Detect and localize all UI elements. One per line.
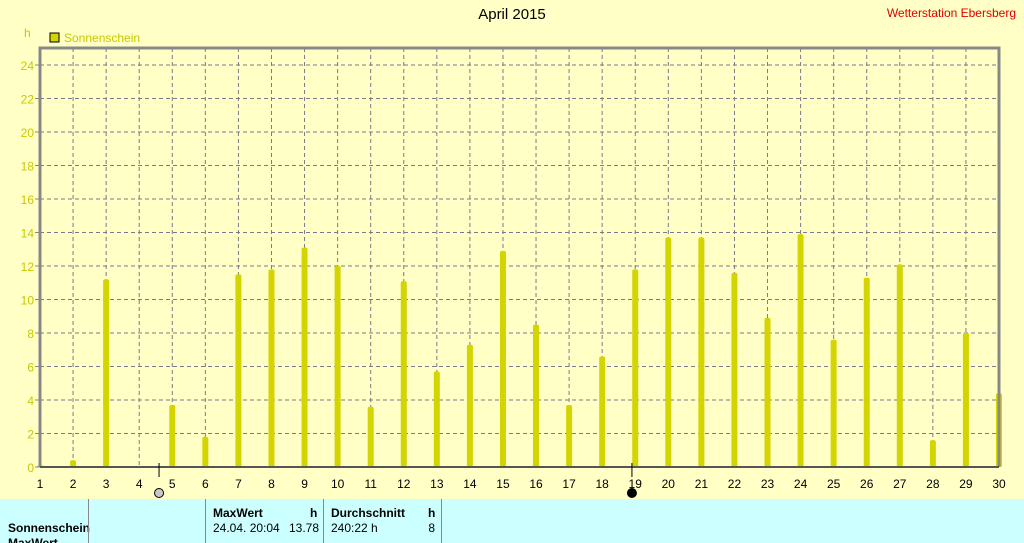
bar-day-19: [632, 269, 639, 467]
plot-frame: [38, 46, 1001, 467]
avg-header: Durchschnitt: [331, 506, 406, 520]
x-tick-label: 8: [268, 477, 275, 491]
bar-day-23: [764, 317, 771, 467]
x-tick-label: 28: [926, 477, 940, 491]
y-tick-label: 2: [27, 428, 34, 442]
y-tick-label: 14: [21, 227, 35, 241]
x-tick-label: 14: [463, 477, 477, 491]
x-tick-label: 11: [364, 477, 377, 491]
y-tick-label: 0: [27, 461, 34, 475]
bar-day-28: [929, 440, 936, 467]
x-tick-label: 27: [893, 477, 907, 491]
avg-value: 8: [428, 521, 435, 535]
x-tick-label: 7: [235, 477, 242, 491]
legend-label: Sonnenschein: [64, 31, 140, 45]
bar-day-16: [533, 324, 540, 467]
bar-day-20: [665, 237, 672, 467]
row-label: Sonnenschein: [8, 521, 91, 535]
bar-day-2: [70, 460, 77, 467]
x-tick-label: 1: [37, 477, 44, 491]
x-tick-label: 20: [662, 477, 676, 491]
new-moon-icon: [626, 488, 637, 498]
y-tick-label: 8: [27, 327, 34, 341]
x-tick-label: 4: [136, 477, 143, 491]
y-tick-label: 20: [21, 126, 35, 140]
bar-day-15: [499, 250, 506, 467]
bar-day-26: [863, 277, 870, 467]
x-tick-label: 6: [202, 477, 209, 491]
x-tick-label: 25: [827, 477, 841, 491]
x-tick-label: 10: [331, 477, 345, 491]
bar-day-11: [367, 406, 374, 467]
bar-day-18: [599, 356, 606, 467]
y-tick-label: 10: [21, 294, 35, 308]
x-tick-label: 24: [794, 477, 808, 491]
bar-day-12: [400, 281, 407, 467]
x-tick-label: 9: [301, 477, 308, 491]
bar-day-24: [797, 234, 804, 467]
x-tick-label: 2: [70, 477, 77, 491]
bar-day-14: [466, 344, 473, 467]
bar-day-27: [896, 264, 903, 467]
x-tick-label: 12: [397, 477, 411, 491]
bar-day-10: [334, 266, 341, 467]
bar-day-8: [268, 269, 275, 467]
x-tick-label: 29: [959, 477, 973, 491]
bar-day-25: [830, 339, 837, 467]
x-tick-label: 18: [595, 477, 609, 491]
bar-day-22: [731, 272, 738, 467]
x-tick-label: 3: [103, 477, 110, 491]
bar-day-5: [169, 405, 176, 467]
x-tick-label: 13: [430, 477, 444, 491]
bar-day-21: [698, 237, 705, 467]
chart-title: April 2015: [478, 6, 546, 23]
x-tick-label: 19: [629, 477, 643, 491]
max-header: MaxWert: [213, 506, 263, 520]
max-unit: h: [310, 506, 318, 520]
bar-day-17: [566, 405, 573, 467]
x-tick-label: 15: [496, 477, 510, 491]
y-tick-label: 4: [27, 394, 34, 408]
avg-total: 240:22 h: [331, 521, 378, 535]
y-tick-label: 6: [27, 361, 34, 375]
bar-day-13: [433, 371, 440, 467]
bar-day-7: [235, 274, 242, 467]
x-tick-label: 22: [728, 477, 742, 491]
max-value: 13.78: [288, 521, 319, 535]
y-tick-label: 16: [21, 193, 35, 207]
avg-unit: h: [428, 506, 436, 520]
y-tick-label: 12: [21, 260, 35, 274]
y-tick-label: 18: [21, 160, 35, 174]
x-tick-label: 21: [695, 477, 709, 491]
legend-swatch: [49, 32, 60, 43]
bar-day-3: [103, 279, 110, 467]
summary-table: Sonnenschein MaxWert MaxWert h 24.04. 20…: [0, 499, 1024, 543]
station-name: Wetterstation Ebersberg: [886, 6, 1016, 20]
max-date: 24.04. 20:04: [213, 521, 280, 535]
x-tick-label: 23: [761, 477, 775, 491]
y-tick-label: 22: [21, 93, 35, 107]
full-moon-icon: [154, 488, 165, 498]
bar-day-6: [202, 436, 209, 467]
row-label-2: MaxWert: [8, 537, 58, 543]
x-tick-label: 26: [860, 477, 874, 491]
bar-day-9: [301, 247, 308, 467]
x-tick-label: 5: [169, 477, 176, 491]
x-tick-label: 17: [562, 477, 576, 491]
x-tick-label: 30: [992, 477, 1006, 491]
y-axis-unit: h: [24, 26, 31, 40]
x-tick-label: 16: [529, 477, 543, 491]
y-tick-label: 24: [21, 59, 35, 73]
bar-day-29: [962, 333, 969, 467]
